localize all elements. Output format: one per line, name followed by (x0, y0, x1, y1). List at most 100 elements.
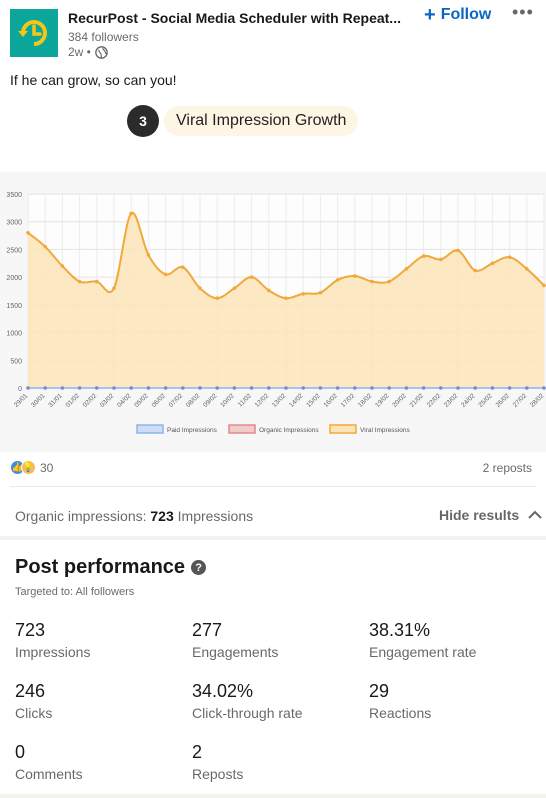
paid-impressions-point (439, 386, 443, 390)
metric-value: 29 (369, 681, 390, 701)
viral-impressions-point (77, 279, 82, 284)
paid-impressions-point (267, 386, 271, 390)
metric-value: 0 (15, 742, 26, 762)
x-tick-label: 16/02 (323, 392, 340, 409)
viral-impressions-point (473, 268, 478, 273)
x-tick-label: 27/02 (512, 392, 529, 409)
metric-comments: 0 Comments (15, 742, 83, 782)
paid-impressions-point (146, 386, 151, 390)
y-tick-label: 1000 (6, 331, 22, 338)
x-tick-label: 20/02 (391, 392, 408, 409)
metric-click-through-rate: 34.02% Click-through rate (192, 681, 303, 721)
viral-impressions-point (387, 279, 392, 284)
x-tick-label: 13/02 (271, 392, 288, 409)
paid-impressions-point (335, 386, 340, 390)
paid-impressions-point (95, 386, 99, 390)
viral-impressions-point (318, 290, 323, 295)
legend-swatch (228, 424, 256, 434)
metric-label: Reposts (192, 766, 244, 782)
paid-impressions-point (77, 386, 82, 390)
follow-button[interactable]: + Follow (424, 4, 491, 26)
paid-impressions-point (112, 386, 116, 390)
y-tick-label: 3500 (6, 192, 22, 199)
y-tick-label: 0 (18, 386, 22, 393)
performance-title-text: Post performance (15, 556, 186, 578)
x-tick-label: 11/02 (237, 392, 253, 408)
legend-swatch (329, 424, 357, 434)
paid-impressions-point (421, 386, 426, 390)
viral-impressions-point (353, 274, 357, 278)
post-time: 2w • (68, 45, 108, 59)
x-tick-label: 02/02 (82, 392, 99, 409)
more-options-icon[interactable]: ••• (512, 2, 534, 22)
viral-impressions-point (43, 244, 47, 249)
x-tick-label: 07/02 (168, 392, 185, 409)
repost-count[interactable]: 2 reposts (482, 461, 532, 475)
post-text: If he can grow, so can you! (10, 72, 177, 88)
x-tick-label: 15/02 (305, 392, 322, 409)
x-tick-label: 10/02 (219, 392, 236, 409)
y-tick-label: 2000 (6, 275, 22, 282)
chevron-up-icon (528, 510, 542, 519)
impressions-chart[interactable]: 0 500 1000 1500 2000 2500 3000 3500 29/01 30/01 31… (0, 172, 546, 452)
viral-impressions-point (404, 267, 409, 271)
viral-impressions-point (26, 231, 30, 235)
metric-value: 723 (15, 620, 46, 640)
author-name[interactable]: RecurPost - Social Media Scheduler with … (68, 10, 401, 26)
x-tick-label: 03/02 (99, 392, 116, 409)
viral-impressions-point (215, 296, 219, 301)
y-tick-label: 3000 (6, 220, 22, 227)
hide-results-label: Hide results (439, 507, 520, 523)
metric-label: Engagement rate (369, 644, 477, 660)
paid-impressions-point (249, 386, 254, 390)
paid-impressions-point (198, 386, 202, 390)
viral-impressions-point (198, 286, 202, 291)
viral-impressions-point (507, 255, 512, 259)
viral-impressions-point (439, 257, 443, 262)
step-number-badge: 3 (127, 105, 159, 137)
x-tick-label: 14/02 (288, 392, 305, 409)
follower-count: 384 followers (68, 30, 139, 44)
company-logo[interactable] (10, 9, 58, 57)
post-performance-panel: Post performance ? Targeted to: All foll… (0, 540, 546, 794)
metric-impressions: 723 Impressions (15, 620, 90, 660)
step-label: Viral Impression Growth (164, 106, 359, 136)
x-tick-label: 17/02 (340, 392, 357, 409)
reaction-summary[interactable]: 👍 💡 30 (10, 460, 53, 475)
metric-value: 34.02% (192, 681, 254, 701)
paid-impressions-point (318, 386, 323, 390)
paid-impressions-point (387, 386, 392, 390)
x-tick-label: 09/02 (202, 392, 219, 409)
y-tick-label: 500 (10, 358, 22, 365)
organic-label: Organic impressions: (15, 508, 147, 524)
hide-results-button[interactable]: Hide results (439, 507, 543, 523)
metric-value: 246 (15, 681, 46, 701)
metric-engagements: 277 Engagements (192, 620, 278, 660)
x-tick-label: 26/02 (495, 392, 512, 409)
viral-impressions-point (284, 296, 288, 301)
organic-unit: Impressions (177, 508, 254, 524)
paid-impressions-point (301, 386, 306, 390)
paid-impressions-point (370, 386, 374, 390)
x-tick-label: 04/02 (116, 392, 133, 409)
metric-value: 38.31% (369, 620, 431, 640)
legend-label: Organic Impressions (259, 427, 319, 434)
viral-impressions-point (421, 254, 426, 258)
x-tick-label: 24/02 (460, 392, 477, 409)
x-tick-label: 12/02 (254, 392, 271, 409)
x-tick-label: 31/01 (47, 392, 64, 409)
metric-label: Click-through rate (192, 705, 303, 721)
organic-value: 723 (150, 508, 174, 524)
follow-label: Follow (440, 6, 492, 23)
divider (10, 486, 536, 487)
viral-impressions-point (232, 286, 237, 291)
y-tick-label: 2500 (6, 247, 22, 254)
viral-impressions-point (542, 283, 546, 288)
legend-label: Paid Impressions (167, 427, 218, 434)
viral-impressions-point (129, 211, 133, 216)
metric-clicks: 246 Clicks (15, 681, 52, 721)
metric-reposts: 2 Reposts (192, 742, 243, 782)
paid-impressions-point (181, 386, 185, 390)
help-icon[interactable]: ? (191, 560, 207, 575)
post-card: RecurPost - Social Media Scheduler with … (0, 0, 546, 536)
